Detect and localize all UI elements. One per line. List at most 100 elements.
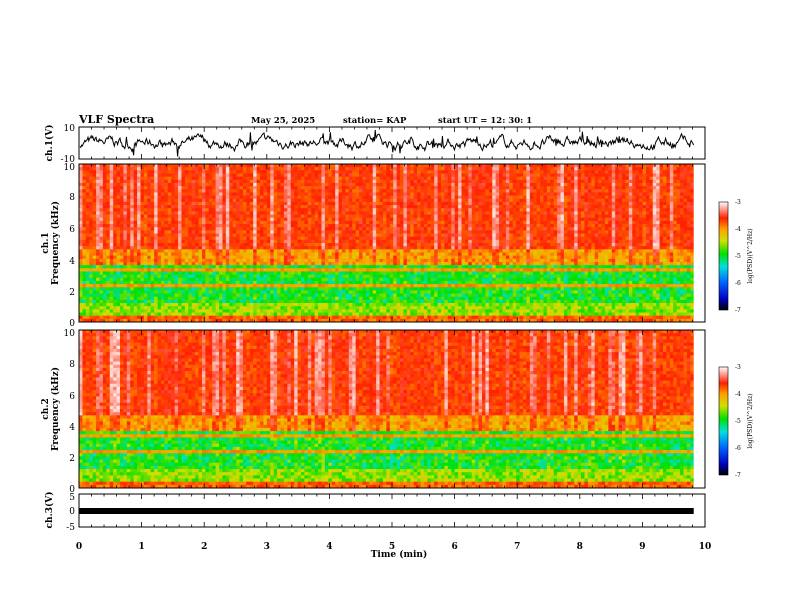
spectrogram-cell [635,176,640,181]
spectrogram-cell [198,233,203,238]
spectrogram-cell [79,182,83,187]
spectrogram-cell [222,201,227,206]
spectrogram-cell [676,192,681,196]
spectrogram-cell [533,167,538,171]
spectrogram-cell [680,179,684,184]
spectrogram-cell [355,192,360,196]
spectrogram-cell [201,217,206,222]
spectrogram-cell [553,173,558,178]
spectrogram-cell [430,164,435,168]
spectrogram-cell [437,198,442,203]
spectrogram-cell [396,186,401,190]
spectrogram-cell [184,205,189,209]
spectrogram-cell [441,170,445,174]
spectrogram-cell [396,224,401,228]
spectrogram-cell [591,233,596,238]
spectrogram-cell [79,164,83,168]
spectrogram-cell [280,192,285,196]
spectrogram-cell [676,236,681,241]
spectrogram-cell [686,208,691,212]
spectrogram-cell [212,189,217,193]
spectrogram-cell [488,170,493,174]
spectrogram-cell [345,208,350,212]
spectrogram-cell [369,249,374,253]
spectrogram-cell [529,164,534,168]
spectrogram-cell [283,211,288,215]
spectrogram-cell [116,167,121,171]
spectrogram-cell [143,182,148,187]
spectrogram-cell [239,230,244,234]
spectrogram-cell [369,176,374,181]
spectrogram-cell [437,211,442,215]
spectrogram-cell [297,208,302,212]
spectrogram-cell [382,205,387,209]
spectrogram-cell [635,195,640,200]
spectrogram-cell [406,214,411,219]
spectrogram-cell [458,192,462,196]
spectrogram-cell [553,239,558,244]
spectrogram-cell [400,230,404,234]
spectrogram-cell [208,230,213,234]
spectrogram-cell [563,220,568,225]
spectrogram-cell [540,170,544,174]
spectrogram-cell [314,230,319,234]
spectrogram-cell [283,217,288,222]
spectrogram-cell [444,239,449,244]
spectrogram-cell [147,201,152,206]
spectrogram-cell [201,220,206,225]
spectrogram-cell [458,198,462,203]
spectrogram-cell [393,170,398,174]
spectrogram-cell [113,246,117,250]
spectrogram-cell [290,186,295,190]
spectrogram-cell [519,192,524,196]
spectrogram-cell [318,246,322,250]
spectrogram-cell [82,195,87,200]
spectrogram-cell [277,186,281,190]
spectrogram-cell [632,192,637,196]
spectrogram-cell [79,239,83,244]
spectrogram-cell [253,217,257,222]
spectrogram-cell [222,195,227,200]
spectrogram-cell [499,227,503,231]
spectrogram-cell [181,173,186,178]
spectrogram-cell [475,170,479,174]
spectrogram-cell [427,195,432,200]
spectrogram-cell [116,205,121,209]
spectrogram-cell [550,201,555,206]
spectrogram-cell [260,186,264,190]
spectrogram-cell [533,182,538,187]
spectrogram-cell [557,179,561,184]
spectrogram-cell [557,217,561,222]
spectrogram-cell [625,246,630,250]
spectrogram-cell [201,192,206,196]
spectrogram-cell [304,243,309,247]
spectrogram-cell [410,189,415,193]
spectrogram-cell [608,239,613,244]
spectrogram-cell [488,211,493,215]
spectrogram-cell [171,230,176,234]
spectrogram-cell [444,217,449,222]
spectrogram-cell [598,170,602,174]
spectrogram-cell [246,220,251,225]
spectrogram-cell [577,246,582,250]
spectrogram-cell [85,236,90,241]
spectrogram-cell [611,205,616,209]
spectrogram-cell [604,243,609,247]
spectrogram-cell [417,182,421,187]
spectrogram-cell [201,186,206,190]
spectrogram-cell [331,170,336,174]
spectrogram-cell [464,189,469,193]
spectrogram-cell [608,233,613,238]
spectrogram-cell [622,230,626,234]
spectrogram-cell [263,173,268,178]
spectrogram-cell [594,246,599,250]
spectrogram-cell [475,230,479,234]
spectrogram-cell [321,164,326,168]
spectrogram-cell [403,195,408,200]
spectrogram-cell [287,198,292,203]
spectrogram-cell [331,220,336,225]
spectrogram-cell [632,224,637,228]
spectrogram-cell [239,239,244,244]
spectrogram-cell [277,236,281,241]
spectrogram-cell [478,246,483,250]
